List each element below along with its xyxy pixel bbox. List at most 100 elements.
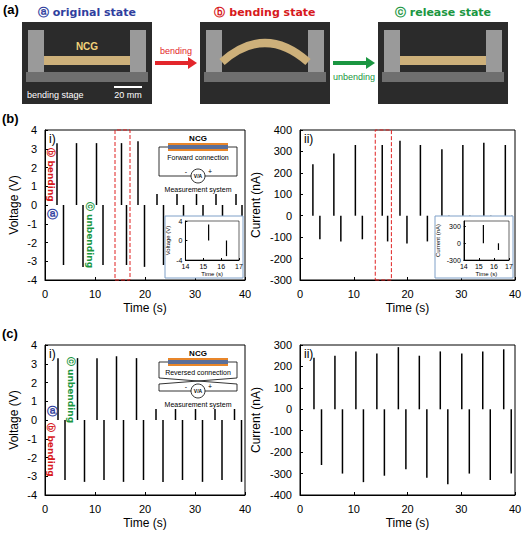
svg-text:Measurement system: Measurement system (165, 186, 232, 194)
svg-text:10: 10 (348, 288, 360, 300)
svg-text:Current (nA): Current (nA) (435, 224, 441, 257)
svg-text:200: 200 (274, 360, 292, 372)
svg-text:14: 14 (460, 263, 468, 270)
svg-text:(b): (b) (2, 111, 19, 126)
svg-text:10: 10 (89, 503, 101, 515)
svg-text:40: 40 (509, 503, 521, 515)
svg-text:-300: -300 (447, 257, 461, 264)
svg-text:NCG: NCG (189, 349, 207, 358)
svg-text:0: 0 (31, 199, 37, 211)
svg-text:3: 3 (31, 358, 37, 370)
svg-text:ⓒ release state: ⓒ release state (395, 6, 491, 19)
svg-text:300: 300 (274, 339, 292, 351)
svg-text:Measurement system: Measurement system (165, 401, 232, 409)
svg-text:10: 10 (348, 503, 360, 515)
svg-text:17: 17 (235, 263, 243, 270)
svg-text:4: 4 (31, 124, 37, 136)
svg-text:300: 300 (449, 223, 461, 230)
svg-text:4: 4 (178, 218, 182, 225)
svg-text:14: 14 (182, 263, 190, 270)
svg-text:100: 100 (274, 382, 292, 394)
svg-text:i): i) (49, 347, 56, 361)
svg-text:Time (s): Time (s) (123, 516, 167, 530)
svg-text:0: 0 (42, 288, 48, 300)
svg-text:Voltage (V): Voltage (V) (7, 175, 21, 234)
svg-text:10: 10 (89, 288, 101, 300)
svg-text:20: 20 (401, 288, 413, 300)
svg-text:16: 16 (490, 263, 498, 270)
svg-text:20: 20 (139, 288, 151, 300)
svg-text:unbending: unbending (333, 72, 375, 82)
svg-text:30: 30 (455, 288, 467, 300)
svg-text:1: 1 (31, 180, 37, 192)
svg-text:20: 20 (401, 503, 413, 515)
svg-text:-: - (185, 168, 188, 175)
svg-text:400: 400 (274, 124, 292, 136)
svg-text:0: 0 (297, 503, 303, 515)
svg-text:Current (nA): Current (nA) (249, 387, 263, 453)
svg-text:3: 3 (31, 143, 37, 155)
svg-text:+: + (208, 383, 212, 390)
svg-text:15: 15 (475, 263, 483, 270)
svg-text:17: 17 (505, 263, 513, 270)
svg-text:ⓑ bending: ⓑ bending (46, 148, 56, 201)
svg-text:0: 0 (286, 403, 292, 415)
svg-text:ⓐ: ⓐ (47, 208, 58, 221)
svg-text:0: 0 (31, 414, 37, 426)
svg-text:Time (s): Time (s) (201, 271, 223, 277)
svg-text:-2: -2 (27, 237, 37, 249)
svg-text:ii): ii) (304, 347, 313, 361)
svg-text:-3: -3 (27, 470, 37, 482)
svg-text:-3: -3 (27, 255, 37, 267)
svg-text:0: 0 (457, 240, 461, 247)
svg-text:20 mm: 20 mm (114, 90, 142, 100)
svg-text:NCG: NCG (76, 41, 98, 52)
svg-text:30: 30 (455, 503, 467, 515)
svg-text:4: 4 (31, 339, 37, 351)
svg-text:-4: -4 (27, 274, 37, 286)
svg-text:i): i) (49, 132, 56, 146)
svg-text:bending: bending (160, 46, 192, 56)
svg-text:(c): (c) (2, 326, 18, 341)
svg-text:-4: -4 (27, 489, 37, 501)
svg-text:bending stage: bending stage (27, 90, 84, 100)
svg-text:2: 2 (31, 377, 37, 389)
svg-text:ⓐ original state: ⓐ original state (38, 6, 136, 19)
svg-text:15: 15 (199, 263, 207, 270)
svg-text:200: 200 (274, 167, 292, 179)
svg-text:40: 40 (239, 288, 251, 300)
svg-text:-100: -100 (270, 231, 292, 243)
svg-text:+: + (208, 168, 212, 175)
svg-text:Voltage (V): Voltage (V) (165, 226, 171, 256)
svg-text:-100: -100 (270, 425, 292, 437)
svg-text:V/A: V/A (194, 388, 203, 394)
svg-text:0: 0 (286, 210, 292, 222)
svg-text:-: - (185, 383, 188, 390)
svg-text:40: 40 (509, 288, 521, 300)
svg-text:20: 20 (139, 503, 151, 515)
svg-text:NCG: NCG (189, 134, 207, 143)
svg-text:ⓐ: ⓐ (47, 405, 58, 418)
svg-text:Current (nA): Current (nA) (249, 172, 263, 238)
svg-text:Forward connection: Forward connection (167, 154, 229, 161)
svg-text:ⓒ unbending: ⓒ unbending (85, 202, 95, 268)
svg-text:1: 1 (31, 395, 37, 407)
svg-text:ⓒ unbending: ⓒ unbending (66, 357, 76, 423)
svg-text:-400: -400 (270, 489, 292, 501)
svg-text:0: 0 (42, 503, 48, 515)
svg-text:-300: -300 (270, 468, 292, 480)
svg-text:ⓑ bending state: ⓑ bending state (214, 6, 315, 19)
svg-text:30: 30 (189, 288, 201, 300)
svg-text:-2: -2 (27, 452, 37, 464)
svg-text:V/A: V/A (194, 173, 203, 179)
svg-text:300: 300 (274, 145, 292, 157)
svg-text:Time (s): Time (s) (123, 301, 167, 315)
svg-text:-1: -1 (27, 433, 37, 445)
svg-text:0: 0 (297, 288, 303, 300)
svg-text:40: 40 (239, 503, 251, 515)
svg-text:Time (s): Time (s) (386, 301, 430, 315)
svg-text:100: 100 (274, 188, 292, 200)
svg-text:Voltage (V): Voltage (V) (7, 390, 21, 449)
svg-text:-200: -200 (270, 446, 292, 458)
svg-text:ⓑ bending: ⓑ bending (46, 423, 56, 476)
